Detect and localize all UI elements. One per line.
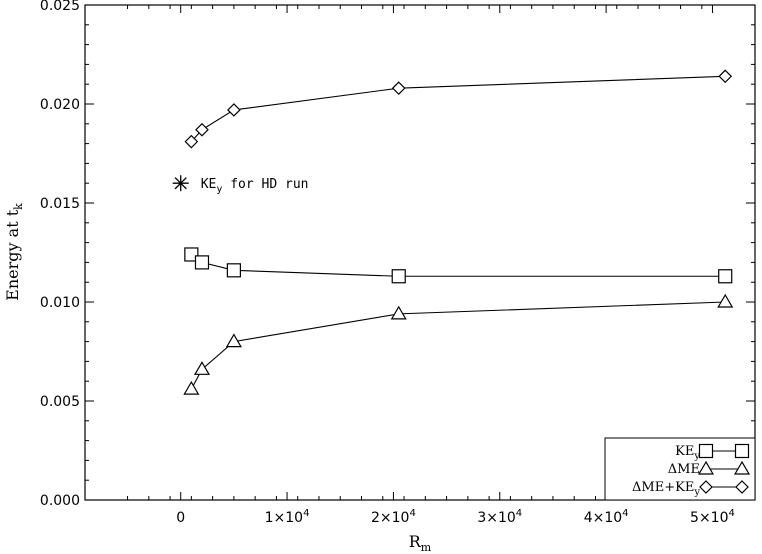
data-point bbox=[183, 380, 200, 395]
annotation-layer: KEy for HD run bbox=[172, 175, 309, 195]
y-tick-label: 0.020 bbox=[40, 97, 80, 113]
series-line bbox=[190, 301, 726, 390]
legend-marker bbox=[735, 480, 749, 494]
legend-label: ΔME bbox=[668, 462, 700, 477]
x-tick-label: 0 bbox=[176, 510, 185, 526]
y-tick-label: 0.015 bbox=[40, 196, 80, 212]
x-tick-label: 1×104 bbox=[265, 508, 310, 526]
legend-marker bbox=[734, 443, 750, 459]
data-point bbox=[195, 122, 209, 137]
asterisk-stroke bbox=[174, 177, 187, 190]
legend-marker bbox=[733, 460, 751, 475]
data-point bbox=[390, 305, 407, 320]
series-2 bbox=[183, 293, 734, 395]
legend-marker bbox=[697, 460, 715, 475]
series-3 bbox=[184, 69, 733, 149]
x-tick-label: 3×104 bbox=[477, 508, 522, 526]
legend-marker bbox=[698, 443, 714, 459]
data-point bbox=[391, 269, 406, 284]
data-point bbox=[718, 269, 733, 284]
y-tick-label: 0.000 bbox=[40, 493, 80, 509]
plot-frame bbox=[84, 4, 756, 501]
x-tick-label: 4×104 bbox=[584, 508, 629, 526]
data-point bbox=[194, 255, 210, 270]
y-tick-label: 0.010 bbox=[40, 295, 80, 311]
hd-run-marker bbox=[172, 175, 189, 192]
data-point bbox=[193, 361, 211, 375]
axis-ticks bbox=[85, 4, 755, 501]
x-tick-label: 2×104 bbox=[371, 508, 416, 526]
series-1 bbox=[184, 247, 733, 284]
y-tick-label: 0.025 bbox=[40, 0, 80, 14]
data-point bbox=[184, 134, 199, 149]
x-tick-label: 5×104 bbox=[690, 508, 735, 526]
series-line bbox=[190, 75, 726, 142]
data-point bbox=[227, 103, 241, 117]
series-line bbox=[191, 254, 726, 277]
hd-run-label: KEy for HD run bbox=[201, 177, 309, 195]
tick-labels: 0 1×104 2×104 3×104 4×104 5×104 0.000 0.005 0.01… bbox=[40, 0, 735, 526]
data-point bbox=[226, 263, 241, 278]
y-axis-label: Energy at tk bbox=[3, 203, 25, 301]
data-point bbox=[718, 69, 733, 84]
data-point bbox=[391, 81, 406, 96]
data-point bbox=[225, 333, 242, 348]
y-tick-label: 0.005 bbox=[40, 394, 80, 410]
legend-marker bbox=[699, 480, 713, 494]
series-layer bbox=[183, 69, 734, 395]
legend-label: ΔME+KEy bbox=[632, 480, 700, 498]
data-point bbox=[717, 293, 734, 308]
data-point bbox=[184, 247, 199, 262]
legend-label: KEy bbox=[675, 444, 700, 462]
x-axis-label: Rm bbox=[409, 532, 432, 554]
